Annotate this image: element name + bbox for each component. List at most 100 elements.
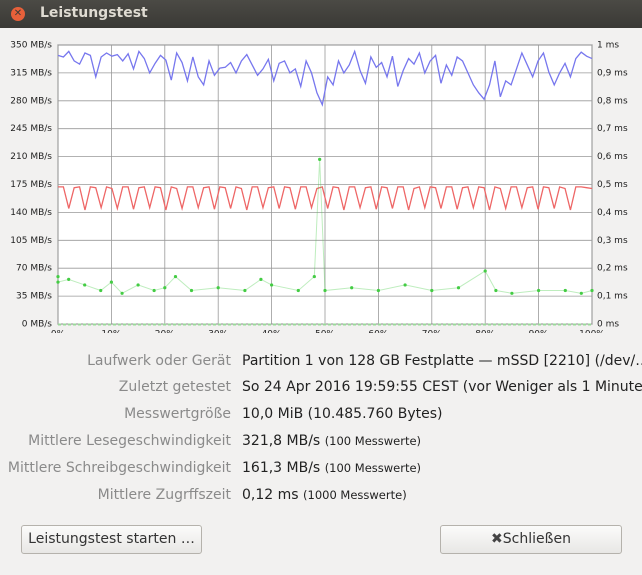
- y2-tick-label: 0,7 ms: [597, 124, 628, 134]
- y-tick-label: 140 MB/s: [10, 208, 52, 218]
- close-label: Schließen: [502, 531, 571, 547]
- detail-label: Messwertgröße: [124, 406, 231, 422]
- detail-label: Mittlere Lesegeschwindigkeit: [28, 433, 231, 449]
- x-tick-label: 70%: [422, 330, 442, 334]
- y-tick-label: 175 MB/s: [10, 180, 52, 190]
- access-point: [430, 288, 434, 293]
- window-title: Leistungstest: [40, 5, 148, 21]
- access-point: [563, 288, 567, 293]
- y-tick-label: 0 MB/s: [22, 320, 53, 330]
- y-tick-label: 210 MB/s: [10, 152, 52, 162]
- close-icon: ✖: [491, 531, 503, 547]
- access-point: [56, 280, 60, 284]
- access-point: [579, 291, 583, 295]
- access-point: [83, 283, 87, 287]
- access-point: [136, 283, 140, 287]
- access-point: [312, 274, 316, 279]
- detail-value-group: 0,12 ms (1000 Messwerte): [242, 487, 407, 503]
- y2-tick-label: 0,8 ms: [597, 96, 628, 106]
- detail-row: Mittlere Schreibgeschwindigkeit 161,3 MB/…: [0, 460, 642, 480]
- x-tick-label: 10%: [101, 330, 121, 334]
- y2-tick-label: 0,6 ms: [597, 152, 628, 162]
- access-point: [109, 280, 113, 284]
- access-point: [323, 288, 327, 293]
- start-button[interactable]: Leistungstest starten …: [21, 525, 202, 554]
- access-point: [56, 274, 60, 279]
- access-point: [318, 157, 322, 161]
- access-point: [537, 288, 541, 293]
- x-tick-label: 90%: [529, 330, 549, 334]
- access-point: [163, 286, 167, 290]
- speed-line: [58, 186, 593, 211]
- access-point: [152, 288, 156, 293]
- access-point: [350, 286, 354, 290]
- detail-row: Mittlere Lesegeschwindigkeit 321,8 MB/s (…: [0, 433, 642, 453]
- access-point: [243, 288, 247, 293]
- access-trace: [57, 159, 593, 294]
- y-tick-label: 280 MB/s: [10, 96, 52, 106]
- close-window[interactable]: ✕: [11, 7, 25, 21]
- access-point: [99, 288, 103, 293]
- y2-tick-label: 0,3 ms: [597, 236, 628, 246]
- access-point: [173, 274, 178, 279]
- y-tick-label: 35 MB/s: [16, 292, 52, 302]
- detail-value: So 24 Apr 2016 19:59:55 CEST (vor Wenige…: [242, 379, 642, 395]
- x-tick-label: 80%: [475, 330, 495, 334]
- detail-note: (100 Messwerte): [324, 461, 422, 475]
- y2-tick-label: 0,4 ms: [597, 208, 628, 218]
- detail-value: 10,0 MiB (10.485.760 Bytes): [242, 406, 443, 422]
- y2-tick-label: 1 ms: [597, 41, 619, 51]
- x-tick-label: 50%: [315, 330, 335, 334]
- y2-tick-label: 0,5 ms: [597, 180, 628, 190]
- y2-tick-label: 0,9 ms: [597, 68, 628, 78]
- x-tick-label: 60%: [368, 330, 388, 334]
- access-point: [67, 277, 71, 281]
- detail-label: Zuletzt getestet: [118, 379, 231, 395]
- detail-row: Zuletzt getestet So 24 Apr 2016 19:59:55 …: [0, 379, 642, 399]
- detail-note: (1000 Messwerte): [303, 488, 407, 502]
- access-point: [590, 288, 594, 293]
- x-tick-label: 40%: [262, 330, 282, 334]
- access-point: [120, 291, 124, 295]
- x-tick-label: 20%: [155, 330, 175, 334]
- x-tick-label: 100%: [579, 330, 605, 334]
- y2-tick-label: 0,1 ms: [597, 292, 628, 302]
- detail-value-group: 321,8 MB/s (100 Messwerte): [242, 433, 421, 449]
- detail-label: Mittlere Zugrffszeit: [97, 487, 231, 503]
- access-point: [494, 288, 498, 293]
- y-tick-label: 105 MB/s: [10, 236, 52, 246]
- access-point: [510, 291, 514, 295]
- x-tick-label: 30%: [208, 330, 228, 334]
- y-tick-label: 245 MB/s: [10, 124, 52, 134]
- y-tick-label: 315 MB/s: [10, 68, 52, 78]
- access-point: [296, 288, 300, 293]
- close-button[interactable]: ✖Schließen: [440, 525, 622, 554]
- detail-row: Messwertgröße 10,0 MiB (10.485.760 Bytes): [0, 406, 642, 426]
- detail-value: Partition 1 von 128 GB Festplatte — mSSD…: [242, 353, 642, 369]
- access-point: [216, 286, 220, 290]
- y2-tick-label: 0 ms: [597, 320, 619, 330]
- access-point: [376, 288, 380, 293]
- access-point: [483, 269, 487, 273]
- detail-row: Mittlere Zugrffszeit 0,12 ms (1000 Messwe…: [0, 487, 642, 507]
- detail-value: 321,8 MB/s: [242, 433, 321, 449]
- y-tick-label: 350 MB/s: [10, 41, 52, 51]
- y-tick-label: 70 MB/s: [16, 264, 52, 274]
- chart: 0 MB/s 35 MB/s 70 MB/s 105 MB/s 140 MB/s 175 …: [10, 41, 628, 334]
- y2-tick-label: 0,2 ms: [597, 264, 628, 274]
- x-tick-label: 0%: [51, 330, 66, 334]
- detail-note: (100 Messwerte): [324, 434, 422, 448]
- access-point: [456, 286, 461, 290]
- speed-line: [57, 49, 593, 107]
- access-point: [259, 277, 263, 281]
- detail-value-group: 161,3 MB/s (100 Messwerte): [242, 460, 421, 476]
- detail-value: 161,3 MB/s: [242, 460, 321, 476]
- title-bar: ✕ Leistungstest: [0, 0, 642, 28]
- access-point: [270, 283, 274, 287]
- detail-label: Laufwerk oder Gerät: [87, 353, 231, 369]
- detail-row: Laufwerk oder Gerät Partition 1 von 128 G…: [0, 353, 642, 373]
- detail-label: Mittlere Schreibgeschwindigkeit: [7, 460, 231, 476]
- access-point: [403, 283, 407, 287]
- access-point: [189, 288, 194, 293]
